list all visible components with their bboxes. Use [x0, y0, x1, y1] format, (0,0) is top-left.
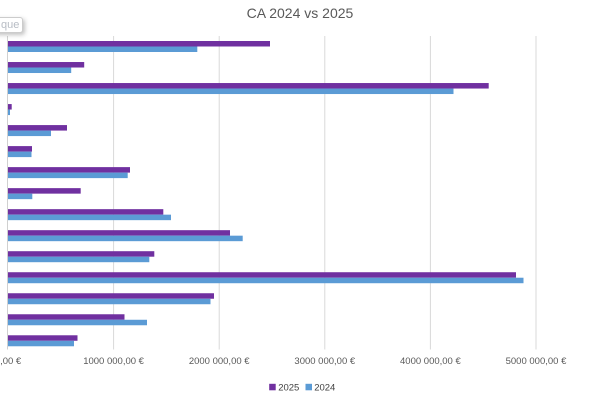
svg-text:1000 000,00 €: 1000 000,00 € [83, 356, 144, 367]
svg-text:CA 2024 vs 2025: CA 2024 vs 2025 [247, 5, 354, 21]
svg-text:0,00 €: 0,00 € [0, 356, 22, 367]
svg-text:3000 000,00 €: 3000 000,00 € [294, 356, 355, 367]
svg-text:2025: 2025 [278, 383, 299, 394]
svg-text:2000 000,00 €: 2000 000,00 € [189, 356, 250, 367]
svg-text:2024: 2024 [314, 383, 335, 394]
svg-text:5000 000,00 €: 5000 000,00 € [506, 356, 567, 367]
svg-text:4000 000,00 €: 4000 000,00 € [400, 356, 461, 367]
